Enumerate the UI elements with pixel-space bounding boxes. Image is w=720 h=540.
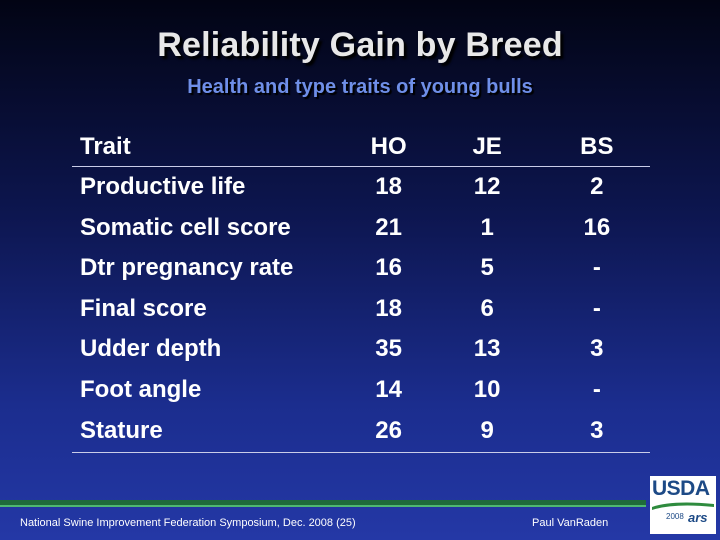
ho-value: 26 (346, 410, 431, 453)
ho-value: 21 (375, 213, 402, 241)
trait-name: Productive life (80, 173, 246, 201)
trait-name: Udder depth (80, 335, 222, 363)
trait-name: Stature (72, 410, 347, 453)
ho-value: 18 (375, 294, 402, 322)
reliability-table: Trait HO JE BS Productive life 18 12 2 S… (72, 128, 650, 453)
slide-subtitle: Health and type traits of young bulls (187, 76, 533, 98)
footer-divider-accent (0, 505, 646, 507)
usda-swoosh-icon (652, 502, 714, 510)
header-je: JE (430, 128, 544, 167)
je-value: 9 (430, 410, 544, 453)
bs-value: - (592, 254, 601, 282)
bs-value: 2 (590, 173, 604, 201)
table-row: Stature 26 9 3 (72, 410, 650, 453)
usda-ars-logo: USDA 2008 ars (650, 476, 716, 534)
header-trait: Trait (72, 128, 347, 167)
trait-name: Somatic cell score (80, 213, 291, 241)
header-ho: HO (346, 128, 431, 167)
je-value: 6 (480, 294, 494, 322)
slide-title: Reliability Gain by Breed (157, 26, 563, 64)
bs-value: 3 (543, 410, 650, 453)
trait-name: Dtr pregnancy rate (80, 254, 294, 282)
je-value: 5 (480, 254, 494, 282)
usda-logo-text: USDA (652, 477, 710, 500)
ars-logo-text: ars (688, 510, 708, 525)
table-row: Somatic cell score 21 1 16 (72, 208, 650, 249)
header-bs: BS (543, 128, 650, 167)
je-value: 13 (473, 335, 501, 363)
trait-name: Final score (80, 294, 207, 322)
ho-value: 18 (375, 173, 402, 201)
table-row: Productive life 18 12 2 (72, 167, 650, 208)
je-value: 10 (473, 375, 501, 403)
bs-value: 16 (583, 213, 611, 241)
footer-author: Paul VanRaden (532, 517, 609, 529)
table-row: Dtr pregnancy rate 16 5 - (72, 248, 650, 289)
footer-event: National Swine Improvement Federation Sy… (20, 517, 356, 529)
usda-logo-year: 2008 (666, 512, 684, 521)
footer-divider (0, 500, 646, 505)
trait-name: Foot angle (80, 375, 202, 403)
bs-value: 3 (590, 335, 604, 363)
table-row: Udder depth 35 13 3 (72, 329, 650, 370)
je-value: 12 (473, 173, 501, 201)
ho-value: 14 (375, 375, 402, 403)
je-value: 1 (480, 213, 494, 241)
table-header-row: Trait HO JE BS (72, 128, 650, 167)
ho-value: 35 (375, 335, 402, 363)
table-row: Final score 18 6 - (72, 289, 650, 330)
bs-value: - (592, 294, 601, 322)
bs-value: - (592, 375, 601, 403)
table-row: Foot angle 14 10 - (72, 370, 650, 411)
ho-value: 16 (375, 254, 402, 282)
